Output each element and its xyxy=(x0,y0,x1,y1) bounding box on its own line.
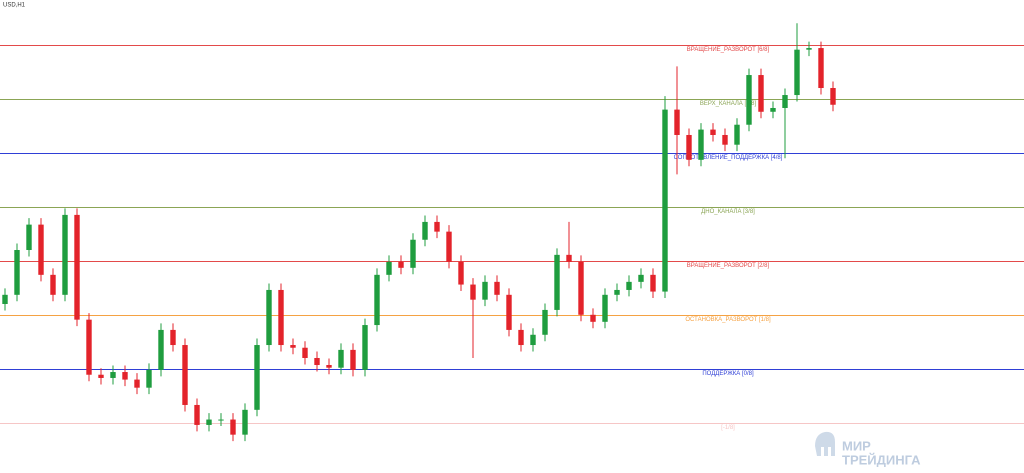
candle-body xyxy=(182,345,188,405)
candle-body xyxy=(2,294,8,304)
candle-body xyxy=(650,274,656,292)
candle-body xyxy=(602,294,608,322)
candle-body xyxy=(422,221,428,240)
candle-body xyxy=(794,49,800,96)
candle-body xyxy=(458,261,464,285)
candle-body xyxy=(554,254,560,310)
candle-body xyxy=(446,231,452,262)
watermark-icon xyxy=(815,431,835,456)
candle-body xyxy=(62,214,68,295)
candle-body xyxy=(830,88,836,105)
candle-body xyxy=(290,345,296,348)
candle-body xyxy=(674,109,680,135)
candle-body xyxy=(770,107,776,112)
candle-body xyxy=(482,281,488,300)
candle-body xyxy=(194,404,200,425)
candle-body xyxy=(818,48,824,89)
candle-body xyxy=(542,309,548,335)
candle-body xyxy=(578,261,584,315)
candle-body xyxy=(386,261,392,275)
candle-body xyxy=(38,224,44,275)
candle-body xyxy=(266,289,272,346)
candle-body xyxy=(710,129,716,135)
candle-body xyxy=(50,274,56,295)
candle-body xyxy=(14,249,20,295)
candle-body xyxy=(470,284,476,300)
watermark-line2: ТРЕЙДИНГА xyxy=(842,452,921,467)
candle-body xyxy=(362,325,368,370)
candle-body xyxy=(374,274,380,326)
candle-body xyxy=(494,281,500,295)
candle-body xyxy=(278,289,284,346)
candle-body xyxy=(206,419,212,425)
candle-body xyxy=(806,48,812,50)
candle-body xyxy=(338,349,344,368)
candle-body xyxy=(686,134,692,160)
candle-body xyxy=(254,345,260,410)
level-label: ВРАЩЕНИЕ_РАЗВОРОТ [6/8] xyxy=(687,47,770,53)
candle-body xyxy=(158,329,164,370)
candle-body xyxy=(638,274,644,282)
level-label: ПОДДЕРЖКА [0/8] xyxy=(702,371,754,377)
level-label: ВРАЩЕНИЕ_РАЗВОРОТ [2/8] xyxy=(687,263,770,269)
candle-body xyxy=(398,261,404,268)
candle-body xyxy=(734,124,740,145)
watermark: МИР ТРЕЙДИНГА xyxy=(815,431,921,467)
candle-body xyxy=(134,379,140,388)
candle-body xyxy=(122,372,128,380)
candle-body xyxy=(782,95,788,108)
candle-body xyxy=(506,294,512,330)
level-label: ОСТАНОВКА_РАЗВОРОТ [1/8] xyxy=(685,317,771,323)
candle-body xyxy=(146,369,152,388)
candle-body xyxy=(746,75,752,125)
candle-body xyxy=(218,419,224,421)
symbol-title: USD,H1 xyxy=(3,3,26,9)
candle-body xyxy=(722,134,728,145)
level-label: СОПРОТИВЛЕНИЕ_ПОДДЕРЖКА [4/8] xyxy=(674,155,783,161)
candle-body xyxy=(758,75,764,112)
candle-body xyxy=(518,329,524,346)
candle-body xyxy=(326,365,332,368)
candle-body xyxy=(434,221,440,232)
candle-body xyxy=(530,334,536,346)
candle-body xyxy=(626,281,632,290)
level-label: [-1/8] xyxy=(721,425,735,431)
candle-body xyxy=(614,289,620,295)
candle-body xyxy=(74,214,80,320)
candle-body xyxy=(350,349,356,370)
candle-body xyxy=(98,374,104,378)
candle-body xyxy=(230,419,236,435)
candle-body xyxy=(302,347,308,358)
candle-body xyxy=(566,254,572,262)
candle-body xyxy=(410,239,416,268)
level-label: ВЕРХ_КАНАЛА [5/8] xyxy=(700,101,757,107)
candle-body xyxy=(86,319,92,375)
candle-body xyxy=(314,357,320,366)
candle-body xyxy=(590,314,596,322)
candle-body xyxy=(170,329,176,346)
candle-body xyxy=(26,224,32,250)
candle-body xyxy=(242,409,248,435)
candle-body xyxy=(662,109,668,292)
candle-body xyxy=(698,129,704,160)
watermark-line1: МИР xyxy=(842,438,871,453)
candle-body xyxy=(110,372,116,378)
level-label: ДНО_КАНАЛА [3/8] xyxy=(701,209,755,215)
